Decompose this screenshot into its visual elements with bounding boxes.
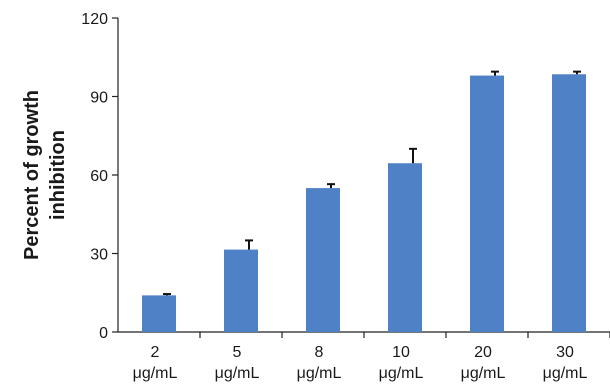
y-tick-label: 0 bbox=[99, 325, 108, 342]
x-tick-label-unit: μg/mL bbox=[461, 365, 506, 382]
x-tick-label-value: 5 bbox=[233, 344, 242, 361]
x-tick-label-unit: μg/mL bbox=[379, 365, 424, 382]
y-axis-label-line-2: inhibition bbox=[47, 130, 69, 220]
y-tick-label: 30 bbox=[90, 247, 108, 264]
y-tick-label: 60 bbox=[90, 168, 108, 185]
y-tick-label: 90 bbox=[90, 90, 108, 107]
bar-8 bbox=[306, 188, 340, 332]
bar-20 bbox=[470, 75, 504, 333]
plot-area: 0 30 60 90 120 2 μg/mL 5 μg/mL 8 μg/mL 10 μg/mL 20 μg/… bbox=[81, 11, 610, 382]
x-tick-label-value: 8 bbox=[315, 344, 324, 361]
x-tick-label-value: 2 bbox=[151, 344, 160, 361]
x-tick-label-value: 30 bbox=[556, 344, 574, 361]
bar-2 bbox=[142, 295, 176, 332]
y-tick-label: 120 bbox=[81, 11, 108, 28]
bar-10 bbox=[388, 163, 422, 332]
x-tick-label-value: 20 bbox=[474, 344, 492, 361]
bar-30 bbox=[552, 74, 586, 332]
x-tick-label-value: 10 bbox=[392, 344, 410, 361]
x-tick-label-unit: μg/mL bbox=[543, 365, 588, 382]
bar-5 bbox=[224, 249, 258, 332]
x-tick-label-unit: μg/mL bbox=[133, 365, 178, 382]
y-axis-label-line-1: Percent of growth bbox=[21, 90, 43, 260]
x-tick-label-unit: μg/mL bbox=[297, 365, 342, 382]
x-tick-label-unit: μg/mL bbox=[215, 365, 260, 382]
